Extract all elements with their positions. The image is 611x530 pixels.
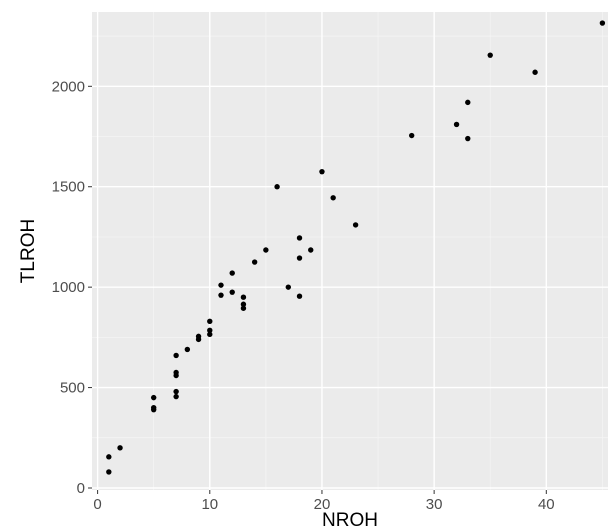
data-point	[184, 346, 191, 353]
data-point	[308, 247, 314, 253]
x-tick-label: 30	[426, 496, 443, 513]
data-point	[229, 270, 235, 276]
data-point	[408, 132, 415, 139]
y-axis-title: TLROH	[18, 219, 39, 283]
data-point	[173, 388, 179, 395]
data-point	[240, 301, 247, 307]
data-point	[173, 352, 179, 359]
y-axis-ticks: 0 500 1000 1500 2000	[52, 78, 92, 497]
data-point	[195, 333, 202, 340]
data-point	[106, 454, 112, 460]
data-point	[285, 284, 292, 290]
data-point	[218, 292, 224, 298]
x-axis-ticks: 0 10 20 30 40	[93, 490, 555, 513]
x-axis-title: NROH	[322, 510, 378, 530]
data-point	[150, 394, 157, 401]
x-tick-label: 20	[314, 496, 331, 513]
y-tick-label: 1000	[52, 279, 85, 296]
x-tick-label: 10	[201, 496, 218, 513]
data-point	[296, 235, 303, 241]
data-point	[330, 195, 336, 201]
data-point	[207, 318, 213, 324]
data-point	[319, 168, 325, 175]
y-tick-label: 500	[60, 380, 85, 397]
data-point	[240, 294, 247, 300]
data-point	[274, 184, 280, 190]
data-point	[465, 135, 471, 142]
data-points	[106, 20, 606, 475]
data-point	[532, 69, 538, 75]
data-point	[263, 247, 269, 253]
data-point	[117, 445, 123, 451]
data-point	[487, 52, 493, 58]
data-point	[453, 121, 460, 128]
grid-lines	[92, 12, 608, 490]
data-point	[207, 331, 213, 338]
data-point	[150, 404, 157, 411]
data-point	[296, 293, 303, 299]
y-tick-label: 2000	[52, 78, 85, 95]
data-point	[207, 327, 213, 334]
data-point	[296, 255, 303, 261]
data-point	[173, 369, 179, 376]
data-point	[173, 393, 179, 400]
data-point	[240, 305, 247, 311]
y-tick-label: 0	[77, 480, 85, 497]
data-point	[599, 20, 606, 26]
data-point	[106, 469, 112, 475]
data-point	[229, 289, 235, 295]
x-tick-label: 0	[93, 496, 101, 513]
data-point	[218, 282, 224, 288]
x-tick-label: 40	[538, 496, 555, 513]
data-point	[352, 222, 359, 228]
plot-panel	[92, 12, 608, 490]
data-point	[465, 99, 471, 106]
y-tick-label: 1500	[52, 179, 85, 196]
data-point	[251, 259, 258, 265]
